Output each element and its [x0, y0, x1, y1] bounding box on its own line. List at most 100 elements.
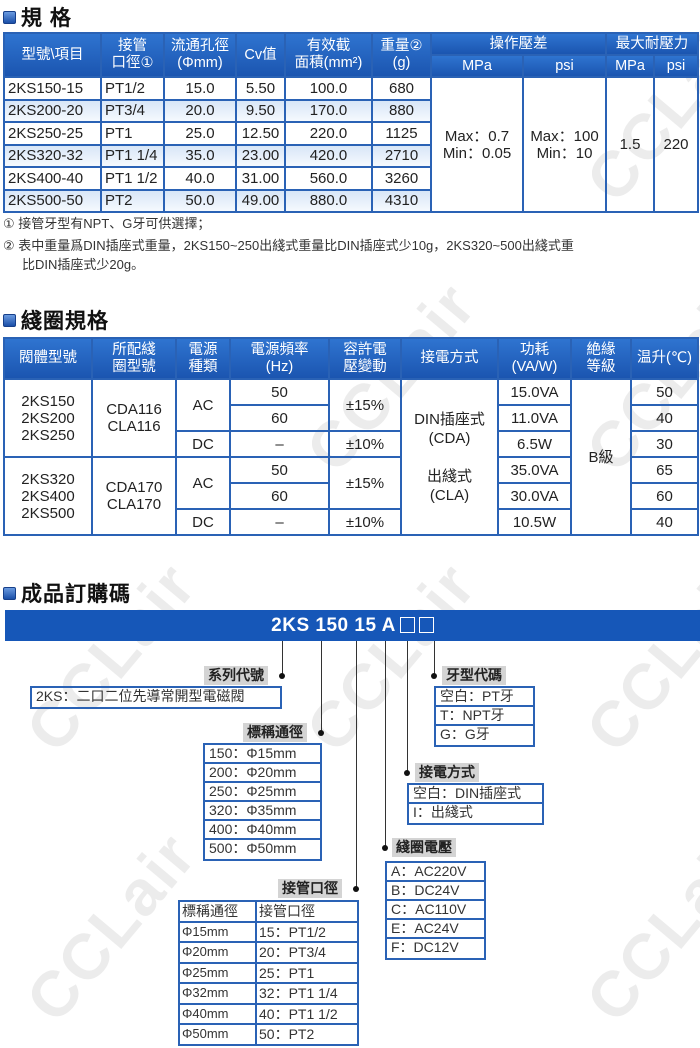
power: 10.5W: [497, 508, 572, 536]
tolerance: ±15%: [328, 378, 402, 432]
connector-line: [434, 641, 435, 677]
title-text: 成品訂購碼: [21, 583, 131, 606]
cell: 1125: [371, 121, 432, 146]
series-item: 2KS：二口二位先導常開型電磁閥: [36, 688, 245, 704]
cell: 170.0: [284, 98, 373, 123]
header-frequency: 電源頻率 (Hz): [229, 337, 330, 380]
header-op-psi: psi: [522, 54, 607, 78]
temp-rise: 30: [630, 430, 699, 458]
cell: 2710: [371, 143, 432, 168]
cell: 9.50: [235, 98, 286, 123]
table-row: 2KS200-20 PT3/4 20.0 9.50 170.0 880: [3, 98, 698, 123]
blank-box-icon: [399, 617, 415, 633]
table-row: Φ40mm 40：PT1 1/2: [178, 1002, 359, 1025]
power-source: DC: [175, 430, 231, 458]
size-box: 150：Φ15mm 200：Φ20mm 250：Φ25mm 320：Φ35mm 400：…: [203, 743, 322, 861]
header-max-psi: psi: [653, 54, 699, 78]
section-title-spec: 規 格: [3, 2, 72, 32]
power: 6.5W: [497, 430, 572, 458]
voltage-item: C：AC110V: [387, 901, 484, 920]
header-model: 型號\項目: [3, 32, 102, 78]
dot-icon: [382, 845, 388, 851]
body-models: 2KS320 2KS400 2KS500: [3, 456, 93, 536]
header-port: 接管 口徑①: [100, 32, 165, 78]
thread-item: G：G牙: [440, 726, 490, 742]
power-source: AC: [175, 456, 231, 510]
table-row: 2KS150-15 PT1/2 15.0 5.50 100.0 680 Max：0.7 Min…: [3, 76, 699, 213]
port-cell: Φ25mm: [178, 961, 257, 984]
series-label: 系列代號: [204, 666, 268, 685]
voltage-item: E：AC24V: [387, 920, 484, 939]
tolerance: ±10%: [328, 508, 402, 536]
square-bullet-icon: [3, 586, 16, 600]
voltage-item: B：DC24V: [387, 882, 484, 901]
cell: 100.0: [284, 76, 373, 101]
watermark: CCLair: [572, 548, 700, 766]
connection-type: DIN插座式 (CDA) 出綫式 (CLA): [400, 378, 499, 536]
connection-item: I：出綫式: [413, 804, 473, 820]
connection-item: 空白：DIN插座式: [409, 785, 542, 804]
order-code: 2KS 150 15 A: [271, 615, 396, 636]
frequency: 50: [229, 378, 330, 406]
port-cell: 50：PT2: [255, 1023, 359, 1046]
port-cell: 25：PT1: [255, 961, 359, 984]
thread-box: 空白：PT牙 T：NPT牙 G：G牙: [434, 686, 535, 747]
temp-rise: 50: [630, 378, 699, 406]
cell: 23.00: [235, 143, 286, 168]
cell: 2KS250-25: [3, 121, 102, 146]
cell: 49.00: [235, 188, 286, 213]
cell: 20.0: [163, 98, 237, 123]
cell: PT1: [100, 121, 165, 146]
table-row: Φ20mm 20：PT3/4: [178, 941, 359, 964]
cell: PT3/4: [100, 98, 165, 123]
header-op-pressure: 操作壓差: [430, 32, 607, 56]
table-row: 60 30.0VA 60: [4, 482, 699, 510]
size-item: 200：Φ20mm: [205, 764, 320, 783]
table-row: 標稱通徑 接管口徑: [178, 900, 359, 923]
series-box: 2KS：二口二位先導常開型電磁閥: [30, 686, 282, 709]
header-power-source: 電源 種類: [175, 337, 231, 380]
dot-icon: [353, 886, 359, 892]
voltage-item: F：DC12V: [391, 939, 459, 955]
cell: 15.0: [163, 76, 237, 101]
note-2: ② 表中重量爲DIN插座式重量，2KS150~250出綫式重量比DIN插座式少1…: [3, 238, 574, 253]
header-max-pressure: 最大耐壓力: [605, 32, 699, 56]
table-row: Φ25mm 25：PT1: [178, 961, 359, 984]
header-body: 閥體型號: [3, 337, 93, 380]
header-max-mpa: MPa: [605, 54, 655, 78]
cell: 2KS500-50: [3, 188, 102, 213]
header-op-mpa: MPa: [430, 54, 524, 78]
op-mpa-cell: Max：0.7 Min：0.05: [430, 76, 524, 213]
body-models: 2KS150 2KS200 2KS250: [3, 378, 93, 458]
thread-label: 牙型代碼: [442, 666, 506, 685]
cell: 2KS320-32: [3, 143, 102, 168]
cell: 4310: [371, 188, 432, 213]
note-1: ① 接管牙型有NPT、G牙可供選擇；: [3, 216, 211, 231]
size-item: 250：Φ25mm: [205, 783, 320, 802]
dot-icon: [404, 770, 410, 776]
size-item: 500：Φ50mm: [209, 840, 297, 856]
temp-rise: 65: [630, 456, 699, 484]
cell: 35.0: [163, 143, 237, 168]
insulation: B級: [570, 378, 632, 536]
frequency: 50: [229, 456, 330, 484]
cell: 2KS150-15: [3, 76, 102, 101]
frequency: 60: [229, 404, 330, 432]
square-bullet-icon: [3, 313, 16, 327]
cell: 12.50: [235, 121, 286, 146]
cell: 560.0: [284, 166, 373, 191]
coil-models: CDA170 CLA170: [91, 456, 177, 536]
thread-item: T：NPT牙: [436, 707, 533, 726]
port-cell: 20：PT3/4: [255, 941, 359, 964]
spec-table: 型號\項目 接管 口徑① 流通孔徑 (Φmm) Cv值 有效截 面積(mm²) 重量②…: [3, 32, 699, 213]
header-power: 功耗 (VA/W): [497, 337, 572, 380]
cell: PT2: [100, 188, 165, 213]
size-item: 400：Φ40mm: [205, 821, 320, 840]
header-temp: 温升(℃): [630, 337, 699, 380]
cell: PT1 1/2: [100, 166, 165, 191]
table-row: 2KS500-50 PT2 50.0 49.00 880.0 4310: [3, 188, 698, 213]
table-row: DC – ±10% 10.5W 40: [4, 508, 699, 536]
cell: 880.0: [284, 188, 373, 213]
table-row: 2KS150 2KS200 2KS250 CDA116 CLA116 AC 50 ±15% DI…: [3, 378, 699, 536]
header-coil: 所配綫 圈型號: [91, 337, 177, 380]
